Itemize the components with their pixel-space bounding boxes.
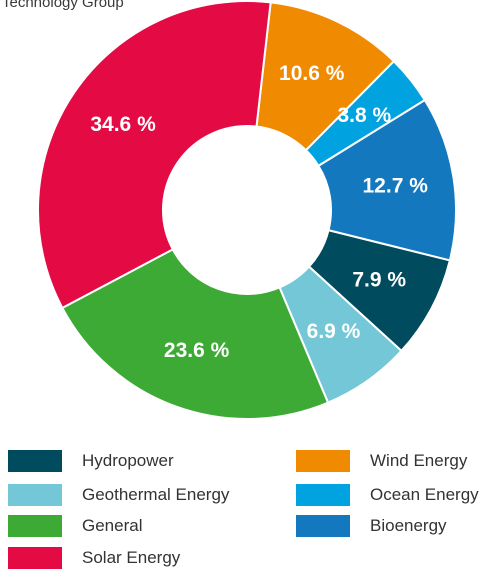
slice-label: 12.7 %	[363, 174, 429, 197]
slice-label: 6.9 %	[307, 320, 361, 343]
slice-solar-energy	[37, 0, 272, 310]
slice-label: 3.8 %	[337, 104, 391, 127]
chart-title: Technology Group	[2, 0, 124, 11]
slice-label: 23.6 %	[164, 339, 230, 362]
slice-general	[61, 248, 330, 420]
slice-label: 34.6 %	[90, 113, 156, 136]
slice-label: 7.9 %	[352, 268, 406, 291]
slice-label: 10.6 %	[279, 62, 345, 85]
slice-bioenergy	[317, 98, 457, 262]
